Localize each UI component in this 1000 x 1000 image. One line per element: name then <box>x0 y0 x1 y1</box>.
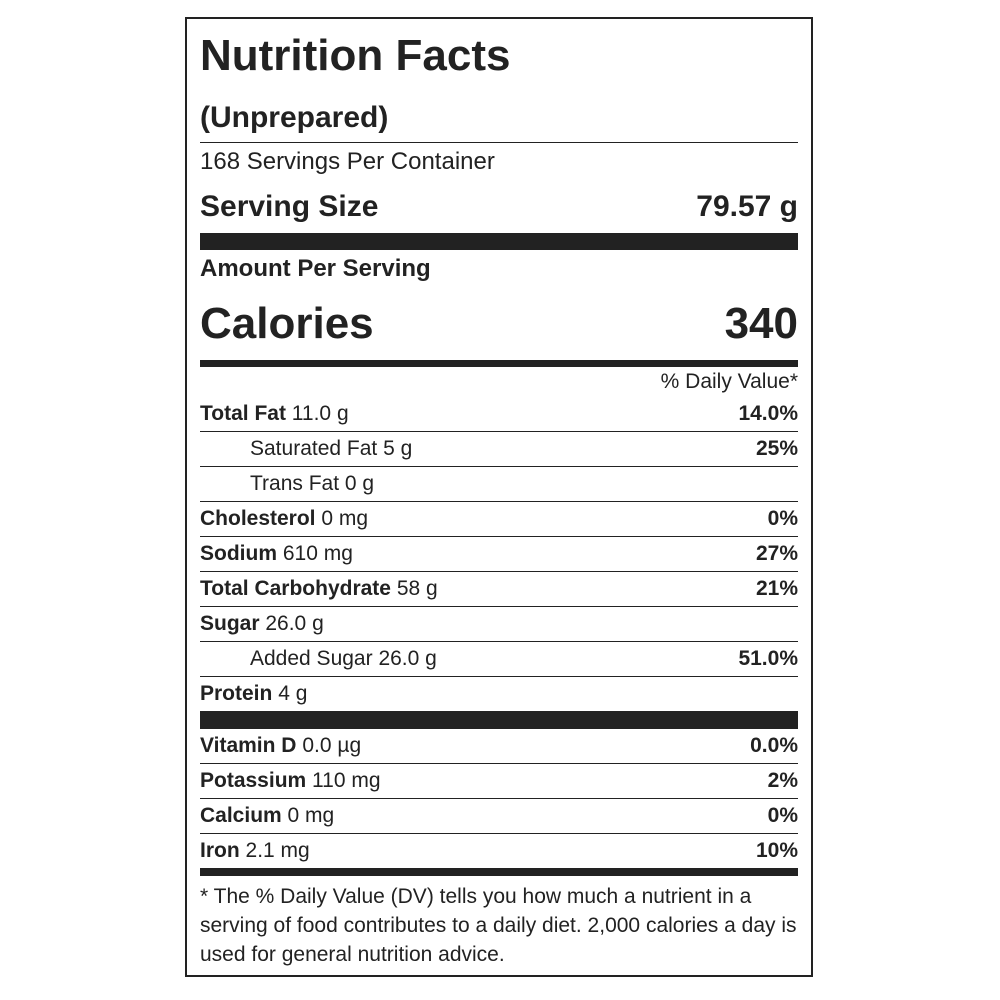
nutrient-amount: 0.0 µg <box>302 734 362 757</box>
nutrient-row: Added Sugar 26.0 g 51.0% <box>200 641 798 676</box>
thick-rule <box>200 711 798 729</box>
nutrient-name: Potassium <box>200 769 307 792</box>
nutrient-row: Calcium 0 mg 0% <box>200 798 798 833</box>
nutrient-name: Total Fat <box>200 402 286 425</box>
nutrient-name: Sodium <box>200 542 277 565</box>
nutrient-amount: 0 mg <box>287 804 335 827</box>
medium-rule <box>200 360 798 367</box>
nutrient: Vitamin D 0.0 µg <box>200 729 361 763</box>
nutrient-name: Added Sugar <box>250 647 373 670</box>
nutrient-amount: 2.1 mg <box>245 839 310 862</box>
daily-value: 51.0% <box>738 647 798 670</box>
nutrient-amount: 0 g <box>344 472 375 495</box>
daily-value: 0% <box>767 507 798 530</box>
nutrient-amount: 0 mg <box>321 507 369 530</box>
nutrient: Total Carbohydrate 58 g <box>200 572 438 606</box>
subtitle: (Unprepared) <box>200 93 798 143</box>
nutrient-amount: 610 mg <box>282 542 353 565</box>
nutrient: Added Sugar 26.0 g <box>250 642 437 676</box>
nutrient-row: Sugar 26.0 g <box>200 606 798 641</box>
calories-value: 340 <box>724 299 798 348</box>
nutrient-row: Sodium 610 mg 27% <box>200 536 798 571</box>
nutrient-row: Vitamin D 0.0 µg 0.0% <box>200 729 798 763</box>
nutrient-row: Cholesterol 0 mg 0% <box>200 501 798 536</box>
nutrient: Cholesterol 0 mg <box>200 502 368 536</box>
nutrient-amount: 5 g <box>383 437 413 460</box>
daily-value: 25% <box>755 437 798 460</box>
nutrient-name: Trans Fat <box>250 472 340 495</box>
nutrient: Protein 4 g <box>200 677 307 711</box>
daily-value: 21% <box>755 577 798 600</box>
serving-size: Serving Size 79.57 g <box>200 181 798 233</box>
nutrient-name: Sugar <box>200 612 260 635</box>
nutrient-name: Vitamin D <box>200 734 297 757</box>
nutrition-label: Nutrition Facts (Unprepared) 168 Serving… <box>185 17 813 977</box>
nutrient: Saturated Fat 5 g <box>250 432 412 466</box>
nutrient-amount: 58 g <box>396 577 438 600</box>
nutrient-row: Protein 4 g <box>200 676 798 711</box>
calories-label: Calories <box>200 299 374 348</box>
nutrient-amount: 26.0 g <box>265 612 324 635</box>
nutrient-row: Iron 2.1 mg 10% <box>200 833 798 868</box>
nutrient-amount: 110 mg <box>312 769 381 792</box>
daily-value: 0.0% <box>750 734 798 757</box>
amount-heading: Amount Per Serving <box>200 255 431 282</box>
title: Nutrition Facts <box>200 31 511 80</box>
daily-value: 0% <box>767 804 798 827</box>
nutrient: Potassium 110 mg <box>200 764 381 798</box>
nutrient-name: Saturated Fat <box>250 437 378 460</box>
medium-rule <box>200 868 798 876</box>
daily-value: 10% <box>755 839 798 862</box>
nutrient-row: Total Fat 11.0 g 14.0% <box>200 397 798 431</box>
nutrient-amount: 26.0 g <box>378 647 437 670</box>
nutrient-row: Saturated Fat 5 g 25% <box>200 431 798 466</box>
nutrient-name: Cholesterol <box>200 507 316 530</box>
nutrient: Iron 2.1 mg <box>200 834 310 868</box>
daily-value: 14.0% <box>738 402 798 425</box>
nutrient: Total Fat 11.0 g <box>200 397 349 431</box>
nutrient: Sugar 26.0 g <box>200 607 324 641</box>
daily-value: 27% <box>755 542 798 565</box>
nutrient: Trans Fat 0 g <box>250 467 374 501</box>
daily-value-heading: % Daily Value* <box>660 370 798 393</box>
nutrient-name: Calcium <box>200 804 282 827</box>
nutrient-amount: 4 g <box>278 682 308 705</box>
nutrient-name: Protein <box>200 682 273 705</box>
serving-size-value: 79.57 g <box>696 190 798 223</box>
servings: 168 Servings Per Container <box>200 148 495 175</box>
nutrient-name: Iron <box>200 839 240 862</box>
calories: Calories 340 <box>200 288 798 360</box>
nutrient-row: Potassium 110 mg 2% <box>200 763 798 798</box>
serving-size-label: Serving Size <box>200 190 379 223</box>
nutrients: Total Fat 11.0 g 14.0% Saturated Fat 5 g 25… <box>200 397 798 711</box>
thick-rule <box>200 233 798 250</box>
footnote: * The % Daily Value (DV) tells you how m… <box>200 885 797 966</box>
nutrient-row: Trans Fat 0 g <box>200 466 798 501</box>
daily-value: 2% <box>767 769 798 792</box>
nutrient: Calcium 0 mg <box>200 799 334 833</box>
nutrient-name: Total Carbohydrate <box>200 577 391 600</box>
nutrient-row: Total Carbohydrate 58 g 21% <box>200 571 798 606</box>
nutrient: Sodium 610 mg <box>200 537 353 571</box>
vitamins: Vitamin D 0.0 µg 0.0% Potassium 110 mg 2% Ca… <box>200 729 798 868</box>
nutrient-amount: 11.0 g <box>291 402 349 425</box>
